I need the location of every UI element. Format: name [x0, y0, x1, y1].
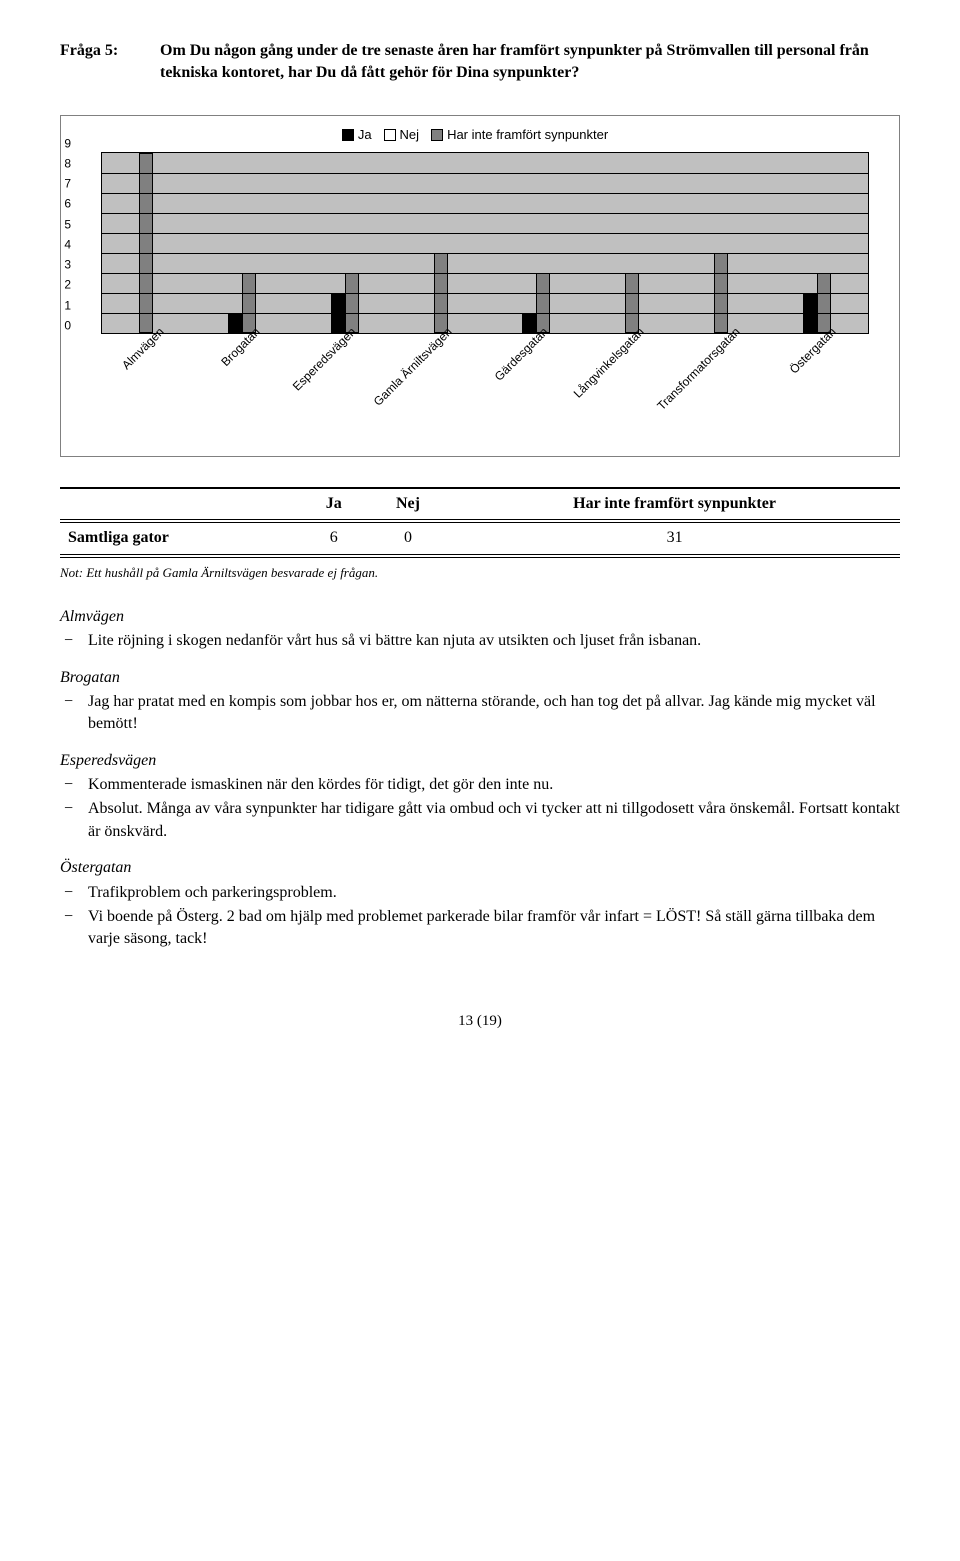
legend-label: Ja: [358, 126, 372, 144]
chart-container: Ja Nej Har inte framfört synpunkter 0 1 2 3 4 5…: [60, 115, 900, 457]
table-row: Samtliga gator 6 0 31: [60, 521, 900, 555]
y-tick-label: 3: [64, 257, 71, 274]
legend-swatch: [342, 129, 354, 141]
legend-swatch: [431, 129, 443, 141]
grid-line: [102, 253, 868, 254]
bar-group: [434, 153, 448, 333]
comment-item: Trafikproblem och parkeringsproblem.: [60, 882, 900, 904]
grid-line: [102, 173, 868, 174]
comment-item: Absolut. Många av våra synpunkter har ti…: [60, 798, 900, 843]
question-label: Fråga 5:: [60, 40, 160, 85]
y-tick-label: 0: [64, 317, 71, 334]
bar-group: [228, 153, 256, 333]
bar-group: [714, 153, 728, 333]
y-tick-label: 4: [64, 236, 71, 253]
x-axis-labels: AlmvägenBrogatanEsperedsvägenGamla Ärnil…: [101, 331, 869, 431]
comment-list: Kommenterade ismaskinen när den kördes f…: [60, 774, 900, 843]
table-cell-none: 31: [449, 521, 900, 555]
grid-line: [102, 233, 868, 234]
page-number: 13 (19): [60, 1011, 900, 1032]
table-header-nej: Nej: [367, 488, 449, 521]
street-heading: Brogatan: [60, 667, 900, 689]
table-cell-nej: 0: [367, 521, 449, 555]
question-row: Fråga 5: Om Du någon gång under de tre s…: [60, 40, 900, 85]
comment-item: Jag har pratat med en kompis som jobbar …: [60, 691, 900, 736]
y-tick-label: 1: [64, 297, 71, 314]
table-cell-ja: 6: [301, 521, 367, 555]
bar-group: [522, 153, 550, 333]
bars-row: [102, 153, 868, 333]
bar-group: [139, 153, 153, 333]
comment-sections: AlmvägenLite röjning i skogen nedanför v…: [60, 606, 900, 951]
table-header-row: Ja Nej Har inte framfört synpunkter: [60, 488, 900, 521]
legend-item: Nej: [384, 126, 420, 144]
comment-list: Trafikproblem och parkeringsproblem.Vi b…: [60, 882, 900, 951]
legend-label: Har inte framfört synpunkter: [447, 126, 608, 144]
legend-label: Nej: [400, 126, 420, 144]
plot-area: [101, 152, 869, 334]
bar-group: [331, 153, 359, 333]
y-tick-label: 9: [64, 135, 71, 152]
table-header-none: Har inte framfört synpunkter: [449, 488, 900, 521]
grid-line: [102, 213, 868, 214]
table-note: Not: Ett hushåll på Gamla Ärniltsvägen b…: [60, 564, 900, 582]
y-tick-label: 8: [64, 156, 71, 173]
comment-list: Lite röjning i skogen nedanför vårt hus …: [60, 630, 900, 652]
street-heading: Esperedsvägen: [60, 750, 900, 772]
chart-legend: Ja Nej Har inte framfört synpunkter: [71, 126, 879, 144]
bar-group: [803, 153, 831, 333]
street-heading: Östergatan: [60, 857, 900, 879]
grid-line: [102, 273, 868, 274]
grid-line: [102, 313, 868, 314]
x-tick-label: Transformatorsgatan: [725, 331, 796, 402]
grid-line: [102, 293, 868, 294]
data-table: Ja Nej Har inte framfört synpunkter Samt…: [60, 487, 900, 558]
bar: [242, 273, 256, 333]
comment-item: Kommenterade ismaskinen när den kördes f…: [60, 774, 900, 796]
y-tick-label: 6: [64, 196, 71, 213]
table-row-label: Samtliga gator: [60, 521, 301, 555]
y-tick-label: 5: [64, 216, 71, 233]
table-header-ja: Ja: [301, 488, 367, 521]
grid-line: [102, 193, 868, 194]
comment-item: Lite röjning i skogen nedanför vårt hus …: [60, 630, 900, 652]
bar: [139, 153, 153, 333]
legend-item: Ja: [342, 126, 372, 144]
x-tick-label: Östergatan: [821, 331, 892, 402]
y-tick-label: 7: [64, 176, 71, 193]
x-tick-label: Almvägen: [149, 331, 220, 402]
legend-item: Har inte framfört synpunkter: [431, 126, 608, 144]
street-heading: Almvägen: [60, 606, 900, 628]
question-text: Om Du någon gång under de tre senaste år…: [160, 40, 900, 85]
table-header-blank: [60, 488, 301, 521]
comment-list: Jag har pratat med en kompis som jobbar …: [60, 691, 900, 736]
y-tick-label: 2: [64, 277, 71, 294]
comment-item: Vi boende på Österg. 2 bad om hjälp med …: [60, 906, 900, 951]
bar-group: [625, 153, 639, 333]
legend-swatch: [384, 129, 396, 141]
